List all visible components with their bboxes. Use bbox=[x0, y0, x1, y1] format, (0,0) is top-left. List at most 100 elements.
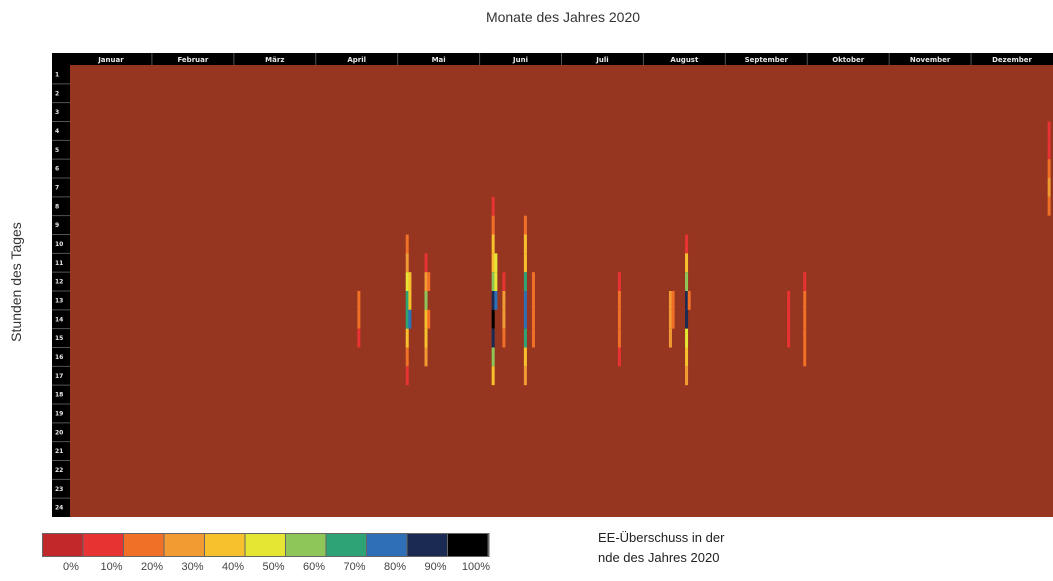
heatmap-cell bbox=[787, 291, 791, 310]
heatmap-cell bbox=[491, 309, 495, 329]
month-label: März bbox=[265, 56, 284, 64]
hour-label: 14 bbox=[55, 316, 63, 323]
heatmap-cell bbox=[491, 291, 495, 310]
hour-label: 3 bbox=[55, 109, 59, 116]
heatmap-cell bbox=[787, 309, 791, 329]
legend-swatch bbox=[164, 534, 204, 556]
heatmap-cell bbox=[617, 328, 621, 348]
legend-label: 60% bbox=[303, 561, 325, 573]
month-label: September bbox=[745, 56, 789, 64]
hour-label: 8 bbox=[55, 203, 59, 210]
color-legend: 0% 10% 20% 30% 40% 50% 60% 70% 80% 90% 100% bbox=[42, 533, 490, 573]
heatmap-cell bbox=[617, 309, 621, 329]
heatmap-cell bbox=[803, 272, 807, 291]
legend-swatch bbox=[367, 534, 407, 556]
heatmap-cell bbox=[685, 328, 689, 348]
heatmap-cell bbox=[491, 366, 495, 386]
hour-label: 16 bbox=[55, 354, 63, 361]
legend-label: 100% bbox=[462, 561, 490, 573]
heatmap-cell bbox=[671, 309, 675, 329]
heatmap-cell bbox=[523, 253, 527, 273]
heatmap-cell bbox=[405, 272, 409, 291]
hour-label: 4 bbox=[55, 128, 59, 135]
heatmap-cell bbox=[424, 309, 428, 329]
month-label: Juni bbox=[512, 56, 528, 64]
legend-label: 0% bbox=[63, 561, 79, 573]
hour-label: 12 bbox=[55, 279, 63, 286]
legend-label: 30% bbox=[181, 561, 203, 573]
legend-caption-line-1: EE-Überschuss in der bbox=[598, 530, 725, 545]
heatmap-cell bbox=[685, 347, 689, 367]
hour-label: 18 bbox=[55, 392, 63, 399]
heatmap-cell bbox=[408, 291, 412, 310]
hour-label: 7 bbox=[55, 184, 59, 191]
heatmap-cell bbox=[523, 272, 527, 291]
hour-label: 5 bbox=[55, 147, 59, 154]
heatmap-cell bbox=[617, 291, 621, 310]
heatmap-cell bbox=[685, 253, 689, 273]
heatmap-cell bbox=[803, 309, 807, 329]
y-axis-title: Stunden des Tages bbox=[8, 222, 24, 342]
legend-caption-line-2: nde des Jahres 2020 bbox=[598, 550, 720, 565]
hour-label: 10 bbox=[55, 241, 63, 248]
heatmap-cell bbox=[685, 366, 689, 386]
heatmap-cell bbox=[803, 347, 807, 367]
heatmap-cell bbox=[531, 328, 535, 348]
hour-label: 15 bbox=[55, 335, 63, 342]
legend-swatch bbox=[286, 534, 326, 556]
heatmap-cell bbox=[523, 309, 527, 329]
legend-swatch bbox=[326, 534, 366, 556]
hour-label: 6 bbox=[55, 166, 59, 173]
heatmap-cell bbox=[491, 328, 495, 348]
heatmap-cell bbox=[424, 291, 428, 310]
heatmap-cell bbox=[523, 234, 527, 254]
heatmap-cell bbox=[424, 253, 428, 273]
heatmap-cell bbox=[523, 328, 527, 348]
hour-label: 1 bbox=[55, 71, 59, 78]
heatmap-cell bbox=[531, 291, 535, 310]
heatmap-cell bbox=[502, 291, 506, 310]
heatmap-cell bbox=[668, 328, 672, 348]
month-label: Mai bbox=[432, 56, 446, 64]
legend-swatch bbox=[245, 534, 285, 556]
heatmap-cell bbox=[671, 291, 675, 310]
heatmap-cell bbox=[405, 253, 409, 273]
heatmap-cell bbox=[494, 253, 498, 273]
legend-swatch bbox=[43, 534, 83, 556]
heatmap-cell bbox=[424, 328, 428, 348]
heatmap-cell bbox=[531, 309, 535, 329]
heatmap-cell bbox=[502, 309, 506, 329]
heatmap-cell bbox=[685, 234, 689, 254]
hour-label: 20 bbox=[55, 429, 63, 436]
heatmap-cell bbox=[424, 347, 428, 367]
heatmap-cell bbox=[1047, 140, 1051, 160]
month-label: Februar bbox=[177, 56, 208, 64]
month-labels: Januar Februar März April Mai Juni Juli August S… bbox=[97, 53, 1033, 65]
heatmap-cell bbox=[803, 291, 807, 310]
heatmap-cell bbox=[405, 366, 409, 386]
heatmap-cell bbox=[523, 215, 527, 235]
heatmap-cell bbox=[523, 366, 527, 386]
heatmap-cell bbox=[685, 272, 689, 291]
legend-label: 50% bbox=[262, 561, 284, 573]
hour-label: 22 bbox=[55, 467, 63, 474]
heatmap-cell bbox=[668, 309, 672, 329]
heatmap-cell bbox=[491, 234, 495, 254]
plot-background bbox=[70, 65, 1053, 517]
heatmap-cell bbox=[427, 309, 431, 329]
heatmap-cell bbox=[491, 347, 495, 367]
heatmap-frame bbox=[52, 53, 1053, 517]
heatmap-cell bbox=[405, 328, 409, 348]
heatmap-cell bbox=[531, 272, 535, 291]
heatmap-cell bbox=[803, 328, 807, 348]
heatmap-cell bbox=[1047, 121, 1051, 141]
heatmap-cell bbox=[668, 291, 672, 310]
heatmap-cell bbox=[523, 291, 527, 310]
legend-swatch bbox=[205, 534, 245, 556]
legend-swatch bbox=[83, 534, 123, 556]
legend-label: 20% bbox=[141, 561, 163, 573]
legend-swatch bbox=[407, 534, 447, 556]
heatmap-cell bbox=[502, 328, 506, 348]
heatmap-cell bbox=[491, 196, 495, 216]
